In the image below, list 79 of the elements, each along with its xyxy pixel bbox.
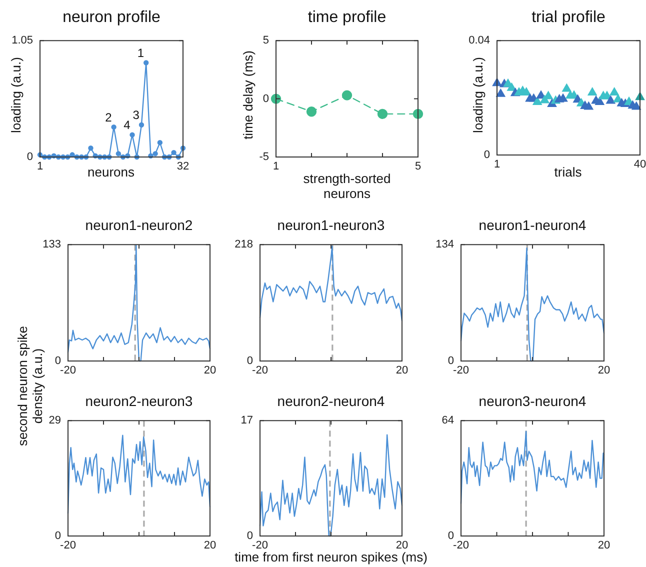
y-tick-label: 0 [448, 355, 454, 368]
y-tick-label: 0 [246, 530, 253, 542]
x-tick-label: -20 [453, 364, 469, 377]
y-tick-label: 134 [436, 238, 454, 251]
chart-title: neuron2-neuron3 [84, 393, 194, 409]
point [377, 108, 388, 120]
point [496, 88, 506, 97]
y-tick-label: 1.05 [12, 34, 33, 47]
point [171, 150, 176, 156]
point [632, 102, 641, 110]
point [152, 151, 158, 156]
x-axis-title: trials [554, 164, 582, 180]
point [588, 88, 597, 96]
chart-title: neuron2-neuron4 [276, 393, 386, 409]
annotation: 3 [132, 108, 140, 122]
x-tick-label: -20 [60, 540, 76, 552]
chart-title: neuron1-neuron3 [276, 217, 386, 233]
y-tick-label: 64 [442, 414, 454, 427]
x-axis-title: strength-sorted neurons [302, 171, 392, 201]
y-tick-label: 218 [234, 238, 253, 251]
point [532, 96, 542, 105]
y-tick-label: 17 [240, 414, 253, 427]
x-tick-label: 20 [598, 540, 610, 552]
y-tick-label: 0 [26, 151, 33, 164]
x-tick-label: 1 [36, 160, 44, 173]
y-axis-title: time delay (ms) [240, 50, 256, 140]
x-tick-label: 20 [598, 364, 610, 377]
point [606, 96, 616, 104]
y-tick-label: 133 [42, 238, 61, 251]
y-tick-label: 0 [246, 355, 253, 368]
point [306, 106, 317, 117]
x-tick-label: 20 [204, 364, 216, 377]
y-axis-title: loading (a.u.) [470, 57, 486, 133]
y-tick-label: 0 [484, 149, 490, 162]
chart-title: time profile [306, 9, 388, 27]
x-tick-label: -20 [252, 364, 268, 377]
y-tick-label: 29 [48, 414, 61, 427]
y-tick-label: 5 [262, 34, 269, 47]
y-tick-label: 0 [262, 92, 269, 105]
chart-title: neuron1-neuron2 [84, 217, 194, 233]
point [157, 140, 163, 146]
y-tick-label: 0 [54, 530, 61, 542]
x-tick-label: 1 [494, 158, 500, 171]
x-tick-label: 1 [272, 160, 280, 173]
chart-title: neuron3-neuron4 [478, 393, 588, 409]
point [562, 84, 572, 92]
y-tick-label: -5 [259, 151, 269, 164]
y-tick-label: 0 [448, 530, 454, 542]
point [610, 88, 619, 96]
x-tick-label: 5 [414, 160, 422, 173]
annotation: 4 [124, 118, 131, 132]
point [342, 90, 352, 100]
point [143, 60, 149, 66]
x-tick-label: 32 [176, 160, 190, 173]
y-tick-label: 0 [54, 355, 61, 368]
x-axis-title: time from first neuron spikes (ms) [234, 550, 428, 564]
chart-title: trial profile [530, 9, 606, 27]
chart-title: neuron1-neuron4 [478, 217, 588, 233]
y-axis-title: loading (a.u.) [8, 57, 24, 133]
x-tick-label: -20 [252, 540, 268, 552]
x-tick-label: -20 [453, 540, 469, 552]
point [595, 96, 604, 105]
y-tick-label: 0.04 [468, 34, 490, 47]
y-axis-title: second neuron spike density (a.u.) [15, 325, 45, 448]
chart-title: neuron profile [62, 9, 162, 27]
point [138, 122, 144, 128]
annotation: 1 [137, 46, 144, 60]
point [584, 102, 594, 110]
point [111, 124, 116, 130]
x-tick-label: 20 [204, 540, 216, 552]
x-tick-label: 20 [396, 540, 408, 552]
annotation: 2 [105, 110, 112, 124]
x-axis-title: neurons [88, 164, 134, 180]
point [130, 132, 135, 138]
x-tick-label: -20 [60, 364, 76, 377]
x-tick-label: 20 [396, 364, 408, 377]
x-tick-label: 40 [634, 158, 646, 171]
point [116, 151, 122, 156]
point [88, 146, 94, 151]
